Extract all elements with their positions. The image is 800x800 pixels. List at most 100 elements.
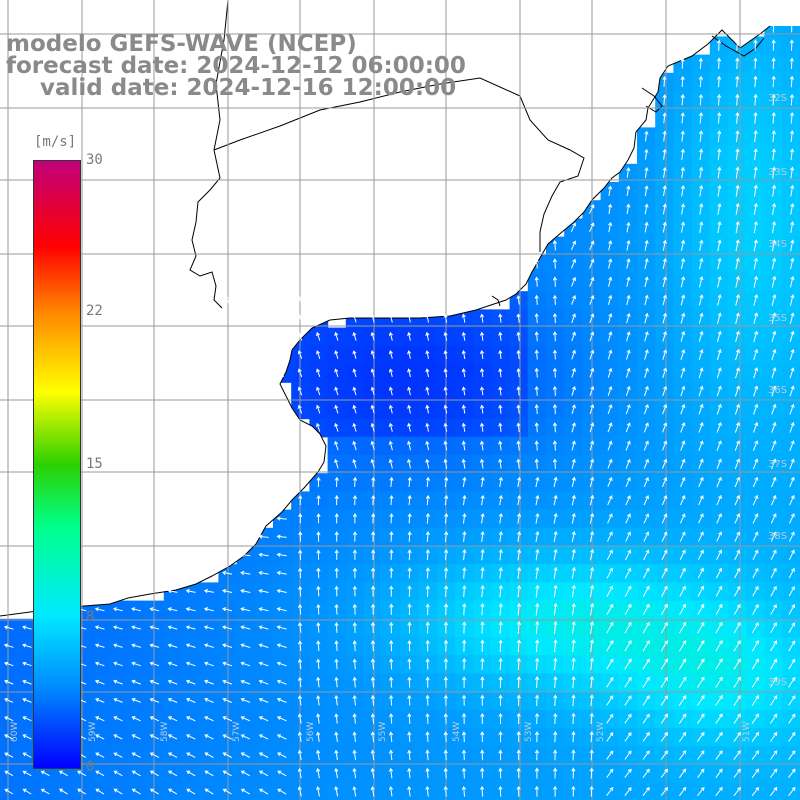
- wind-arrow: [388, 368, 393, 378]
- wind-arrow: [660, 676, 668, 688]
- wind-arrow: [407, 531, 412, 542]
- wind-arrow: [717, 257, 722, 270]
- wind-arrow: [571, 367, 576, 378]
- wind-arrow: [680, 221, 686, 233]
- wind-arrow: [660, 768, 668, 778]
- wind-arrow: [316, 658, 321, 670]
- wind-arrow: [352, 422, 357, 432]
- wind-arrow: [790, 166, 795, 179]
- wind-arrow: [753, 202, 758, 215]
- wind-arrow: [590, 584, 595, 598]
- wind-arrow: [371, 549, 376, 561]
- wind-arrow: [644, 349, 649, 360]
- wind-arrow: [552, 240, 558, 251]
- wind-arrow: [553, 548, 558, 561]
- wind-arrow: [371, 513, 376, 524]
- wind-arrow: [715, 621, 723, 634]
- wind-arrow: [589, 422, 595, 433]
- wind-arrow: [751, 768, 760, 779]
- wind-arrow: [77, 770, 87, 777]
- wind-arrow: [606, 768, 614, 778]
- wind-arrow: [149, 643, 160, 648]
- wind-arrow: [517, 512, 522, 524]
- wind-arrow: [680, 403, 686, 415]
- wind-arrow: [516, 386, 521, 396]
- wind-arrow: [680, 166, 685, 179]
- wind-arrow: [480, 368, 485, 378]
- wind-arrow: [407, 785, 412, 797]
- wind-arrow: [95, 716, 105, 722]
- wind-arrow: [334, 422, 339, 432]
- wind-arrow: [240, 625, 251, 630]
- wind-arrow: [642, 786, 650, 797]
- lon-label: 53W: [524, 721, 534, 742]
- wind-arrow: [789, 39, 794, 51]
- wind-arrow: [316, 422, 321, 432]
- wind-arrow: [389, 494, 394, 506]
- wind-arrow: [95, 770, 105, 777]
- wind-arrow: [389, 640, 394, 652]
- wind-arrow: [498, 494, 503, 506]
- wind-arrow: [535, 620, 540, 634]
- wind-arrow: [243, 295, 248, 305]
- wind-arrow: [461, 694, 467, 706]
- lat-label: 37S: [768, 459, 788, 470]
- wind-arrow: [699, 203, 704, 215]
- lon-label: 55W: [378, 721, 388, 742]
- wind-arrow: [788, 567, 795, 579]
- wind-arrow: [240, 552, 251, 557]
- wind-arrow: [626, 221, 631, 233]
- wind-arrow: [371, 476, 376, 487]
- wind-arrow: [788, 676, 796, 688]
- wind-arrow: [167, 643, 178, 648]
- wind-arrow: [680, 203, 686, 215]
- wind-arrow: [22, 698, 32, 703]
- wind-arrow: [334, 622, 339, 633]
- wind-arrow: [788, 604, 795, 615]
- wind-arrow: [589, 367, 595, 378]
- wind-arrow: [443, 676, 448, 688]
- wind-arrow: [699, 221, 704, 233]
- wind-arrow: [498, 621, 503, 634]
- wind-arrow: [516, 368, 521, 378]
- valid-date: valid date: 2024-12-16 12:00:00: [40, 75, 457, 101]
- wind-arrow: [771, 130, 776, 142]
- lon-label: 60W: [10, 721, 20, 742]
- wind-arrow: [662, 166, 667, 178]
- wind-arrow: [461, 422, 466, 432]
- wind-arrow: [789, 312, 795, 324]
- wind-arrow: [203, 589, 214, 594]
- wind-arrow: [94, 625, 105, 630]
- wind-arrow: [661, 585, 668, 597]
- wind-arrow: [297, 676, 303, 688]
- wind-arrow: [680, 239, 686, 251]
- wind-arrow: [258, 697, 269, 703]
- wind-arrow: [770, 494, 777, 506]
- wind-arrow: [185, 607, 196, 612]
- wind-arrow: [769, 676, 778, 688]
- wind-arrow: [698, 57, 703, 69]
- wind-arrow: [570, 222, 577, 233]
- wind-arrow: [425, 639, 430, 652]
- wind-arrow: [407, 603, 412, 615]
- land-mass: [0, 0, 800, 616]
- lat-label: 32S: [768, 93, 788, 104]
- wind-arrow: [717, 312, 722, 324]
- colorbar-tick-8: 8: [86, 609, 95, 625]
- colorbar-unit: [m/s]: [34, 134, 77, 150]
- wind-arrow: [680, 458, 686, 469]
- wind-arrow: [643, 458, 649, 469]
- wind-arrow: [789, 294, 795, 306]
- wind-arrow: [425, 476, 431, 487]
- wind-arrow: [715, 658, 723, 670]
- wind-arrow: [660, 695, 669, 706]
- wind-arrow: [644, 239, 649, 251]
- wind-arrow: [258, 679, 269, 685]
- wind-arrow: [553, 712, 558, 725]
- wind-arrow: [371, 494, 376, 506]
- wind-arrow: [553, 512, 558, 524]
- wind-arrow: [662, 367, 668, 378]
- wind-arrow: [680, 184, 685, 197]
- wind-arrow: [716, 75, 722, 88]
